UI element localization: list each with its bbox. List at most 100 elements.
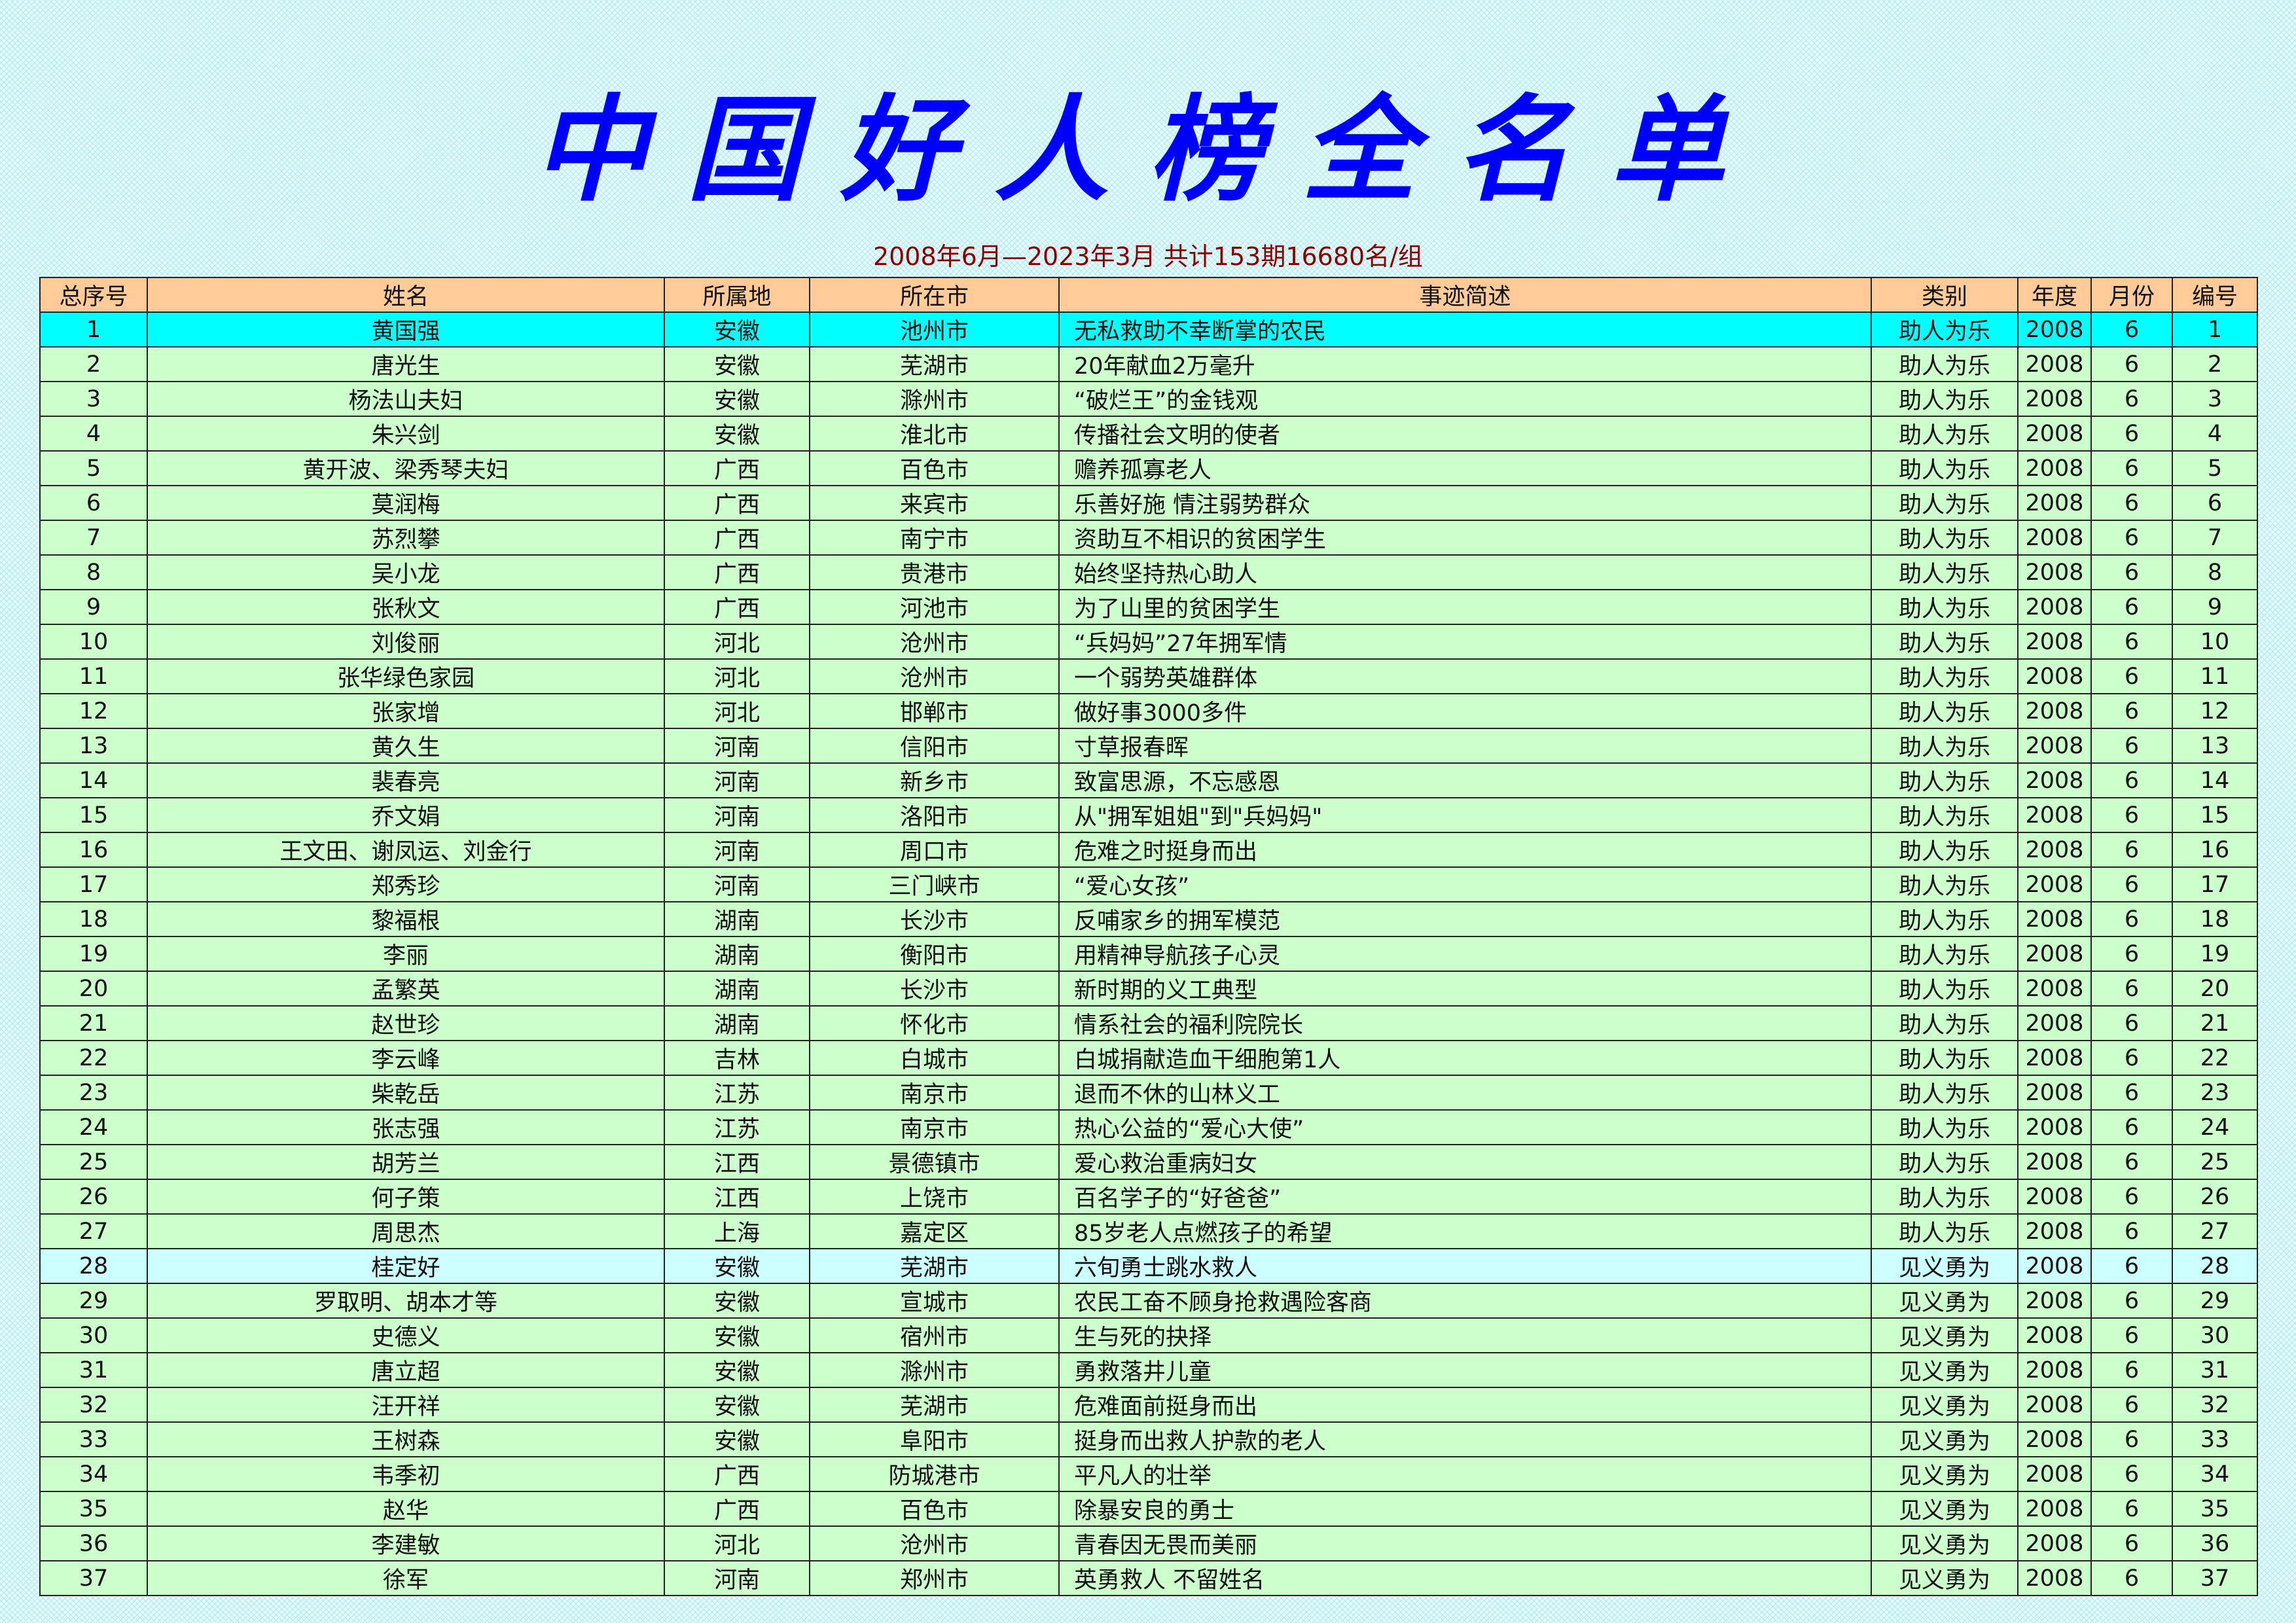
cell-name[interactable]: 黄开波、梁秀琴夫妇 xyxy=(147,450,665,486)
cell-number[interactable]: 6 xyxy=(2172,485,2258,521)
table-row[interactable]: 3 杨法山夫妇 安徽 滁州市 “破烂王”的金钱观 助人为乐 2008 6 3 xyxy=(39,381,2258,417)
cell-number[interactable]: 30 xyxy=(2172,1317,2258,1353)
cell-month[interactable]: 6 xyxy=(2090,381,2173,417)
cell-seq[interactable]: 28 xyxy=(39,1248,148,1284)
cell-name[interactable]: 李云峰 xyxy=(147,1040,665,1076)
cell-month[interactable]: 6 xyxy=(2090,589,2173,625)
cell-number[interactable]: 13 xyxy=(2172,728,2258,764)
cell-name[interactable]: 罗取明、胡本才等 xyxy=(147,1283,665,1319)
cell-name[interactable]: 郑秀珍 xyxy=(147,866,665,902)
cell-city[interactable]: 长沙市 xyxy=(809,971,1060,1007)
cell-number[interactable]: 3 xyxy=(2172,381,2258,417)
cell-seq[interactable]: 33 xyxy=(39,1421,148,1457)
cell-name[interactable]: 张秋文 xyxy=(147,589,665,625)
cell-province[interactable]: 吉林 xyxy=(664,1040,810,1076)
cell-name[interactable]: 史德义 xyxy=(147,1317,665,1353)
table-row[interactable]: 24 张志强 江苏 南京市 热心公益的“爱心大使” 助人为乐 2008 6 24 xyxy=(39,1109,2258,1145)
cell-province[interactable]: 广西 xyxy=(664,450,810,486)
table-row[interactable]: 11 张华绿色家园 河北 沧州市 一个弱势英雄群体 助人为乐 2008 6 11 xyxy=(39,658,2258,694)
cell-name[interactable]: 王树森 xyxy=(147,1421,665,1457)
cell-month[interactable]: 6 xyxy=(2090,1005,2173,1041)
cell-description[interactable]: 资助互不相识的贫困学生 xyxy=(1058,520,1872,556)
table-row[interactable]: 1 黄国强 安徽 池州市 无私救助不幸断掌的农民 助人为乐 2008 6 1 xyxy=(39,312,2258,348)
cell-description[interactable]: 85岁老人点燃孩子的希望 xyxy=(1058,1213,1872,1249)
cell-category[interactable]: 见义勇为 xyxy=(1871,1387,2018,1423)
cell-city[interactable]: 百色市 xyxy=(809,450,1060,486)
cell-year[interactable]: 2008 xyxy=(2017,762,2092,798)
cell-seq[interactable]: 27 xyxy=(39,1213,148,1249)
cell-category[interactable]: 助人为乐 xyxy=(1871,936,2018,972)
cell-number[interactable]: 10 xyxy=(2172,624,2258,660)
cell-province[interactable]: 河北 xyxy=(664,1525,810,1561)
cell-description[interactable]: 新时期的义工典型 xyxy=(1058,971,1872,1007)
col-header-name[interactable]: 姓名 xyxy=(147,277,665,313)
cell-name[interactable]: 杨法山夫妇 xyxy=(147,381,665,417)
cell-province[interactable]: 广西 xyxy=(664,485,810,521)
cell-city[interactable]: 嘉定区 xyxy=(809,1213,1060,1249)
cell-province[interactable]: 河南 xyxy=(664,762,810,798)
cell-city[interactable]: 淮北市 xyxy=(809,416,1060,452)
table-row[interactable]: 17 郑秀珍 河南 三门峡市 “爱心女孩” 助人为乐 2008 6 17 xyxy=(39,866,2258,902)
cell-year[interactable]: 2008 xyxy=(2017,1560,2092,1596)
cell-province[interactable]: 广西 xyxy=(664,589,810,625)
cell-year[interactable]: 2008 xyxy=(2017,936,2092,972)
cell-category[interactable]: 见义勇为 xyxy=(1871,1352,2018,1388)
cell-city[interactable]: 三门峡市 xyxy=(809,866,1060,902)
cell-number[interactable]: 16 xyxy=(2172,832,2258,868)
cell-seq[interactable]: 6 xyxy=(39,485,148,521)
table-row[interactable]: 33 王树森 安徽 阜阳市 挺身而出救人护款的老人 见义勇为 2008 6 33 xyxy=(39,1421,2258,1457)
cell-province[interactable]: 江苏 xyxy=(664,1075,810,1111)
cell-month[interactable]: 6 xyxy=(2090,485,2173,521)
cell-number[interactable]: 15 xyxy=(2172,797,2258,833)
cell-province[interactable]: 安徽 xyxy=(664,312,810,348)
cell-seq[interactable]: 29 xyxy=(39,1283,148,1319)
cell-year[interactable]: 2008 xyxy=(2017,971,2092,1007)
cell-seq[interactable]: 16 xyxy=(39,832,148,868)
cell-year[interactable]: 2008 xyxy=(2017,381,2092,417)
cell-description[interactable]: “破烂王”的金钱观 xyxy=(1058,381,1872,417)
table-row[interactable]: 9 张秋文 广西 河池市 为了山里的贫困学生 助人为乐 2008 6 9 xyxy=(39,589,2258,625)
table-row[interactable]: 18 黎福根 湖南 长沙市 反哺家乡的拥军模范 助人为乐 2008 6 18 xyxy=(39,901,2258,937)
cell-category[interactable]: 助人为乐 xyxy=(1871,624,2018,660)
cell-year[interactable]: 2008 xyxy=(2017,1075,2092,1111)
cell-city[interactable]: 长沙市 xyxy=(809,901,1060,937)
table-row[interactable]: 2 唐光生 安徽 芜湖市 20年献血2万毫升 助人为乐 2008 6 2 xyxy=(39,346,2258,382)
cell-description[interactable]: 情系社会的福利院院长 xyxy=(1058,1005,1872,1041)
cell-city[interactable]: 防城港市 xyxy=(809,1456,1060,1492)
cell-name[interactable]: 裴春亮 xyxy=(147,762,665,798)
cell-number[interactable]: 2 xyxy=(2172,346,2258,382)
cell-description[interactable]: “兵妈妈”27年拥军情 xyxy=(1058,624,1872,660)
table-row[interactable]: 4 朱兴剑 安徽 淮北市 传播社会文明的使者 助人为乐 2008 6 4 xyxy=(39,416,2258,452)
cell-name[interactable]: 苏烈攀 xyxy=(147,520,665,556)
cell-seq[interactable]: 34 xyxy=(39,1456,148,1492)
table-row[interactable]: 34 韦季初 广西 防城港市 平凡人的壮举 见义勇为 2008 6 34 xyxy=(39,1456,2258,1492)
cell-city[interactable]: 宿州市 xyxy=(809,1317,1060,1353)
cell-category[interactable]: 助人为乐 xyxy=(1871,450,2018,486)
cell-seq[interactable]: 22 xyxy=(39,1040,148,1076)
cell-seq[interactable]: 19 xyxy=(39,936,148,972)
cell-year[interactable]: 2008 xyxy=(2017,589,2092,625)
col-header-city[interactable]: 所在市 xyxy=(809,277,1060,313)
cell-category[interactable]: 见义勇为 xyxy=(1871,1491,2018,1527)
cell-month[interactable]: 6 xyxy=(2090,971,2173,1007)
cell-number[interactable]: 24 xyxy=(2172,1109,2258,1145)
cell-number[interactable]: 5 xyxy=(2172,450,2258,486)
table-row[interactable]: 22 李云峰 吉林 白城市 白城捐献造血干细胞第1人 助人为乐 2008 6 22 xyxy=(39,1040,2258,1076)
cell-province[interactable]: 安徽 xyxy=(664,346,810,382)
cell-name[interactable]: 赵世珍 xyxy=(147,1005,665,1041)
cell-month[interactable]: 6 xyxy=(2090,450,2173,486)
cell-year[interactable]: 2008 xyxy=(2017,1005,2092,1041)
cell-number[interactable]: 1 xyxy=(2172,312,2258,348)
table-row[interactable]: 10 刘俊丽 河北 沧州市 “兵妈妈”27年拥军情 助人为乐 2008 6 10 xyxy=(39,624,2258,660)
cell-year[interactable]: 2008 xyxy=(2017,312,2092,348)
cell-year[interactable]: 2008 xyxy=(2017,1283,2092,1319)
cell-month[interactable]: 6 xyxy=(2090,832,2173,868)
cell-category[interactable]: 见义勇为 xyxy=(1871,1317,2018,1353)
cell-city[interactable]: 邯郸市 xyxy=(809,693,1060,729)
cell-province[interactable]: 广西 xyxy=(664,554,810,590)
cell-seq[interactable]: 1 xyxy=(39,312,148,348)
cell-year[interactable]: 2008 xyxy=(2017,1387,2092,1423)
table-row[interactable]: 36 李建敏 河北 沧州市 青春因无畏而美丽 见义勇为 2008 6 36 xyxy=(39,1525,2258,1561)
cell-year[interactable]: 2008 xyxy=(2017,1109,2092,1145)
cell-city[interactable]: 来宾市 xyxy=(809,485,1060,521)
